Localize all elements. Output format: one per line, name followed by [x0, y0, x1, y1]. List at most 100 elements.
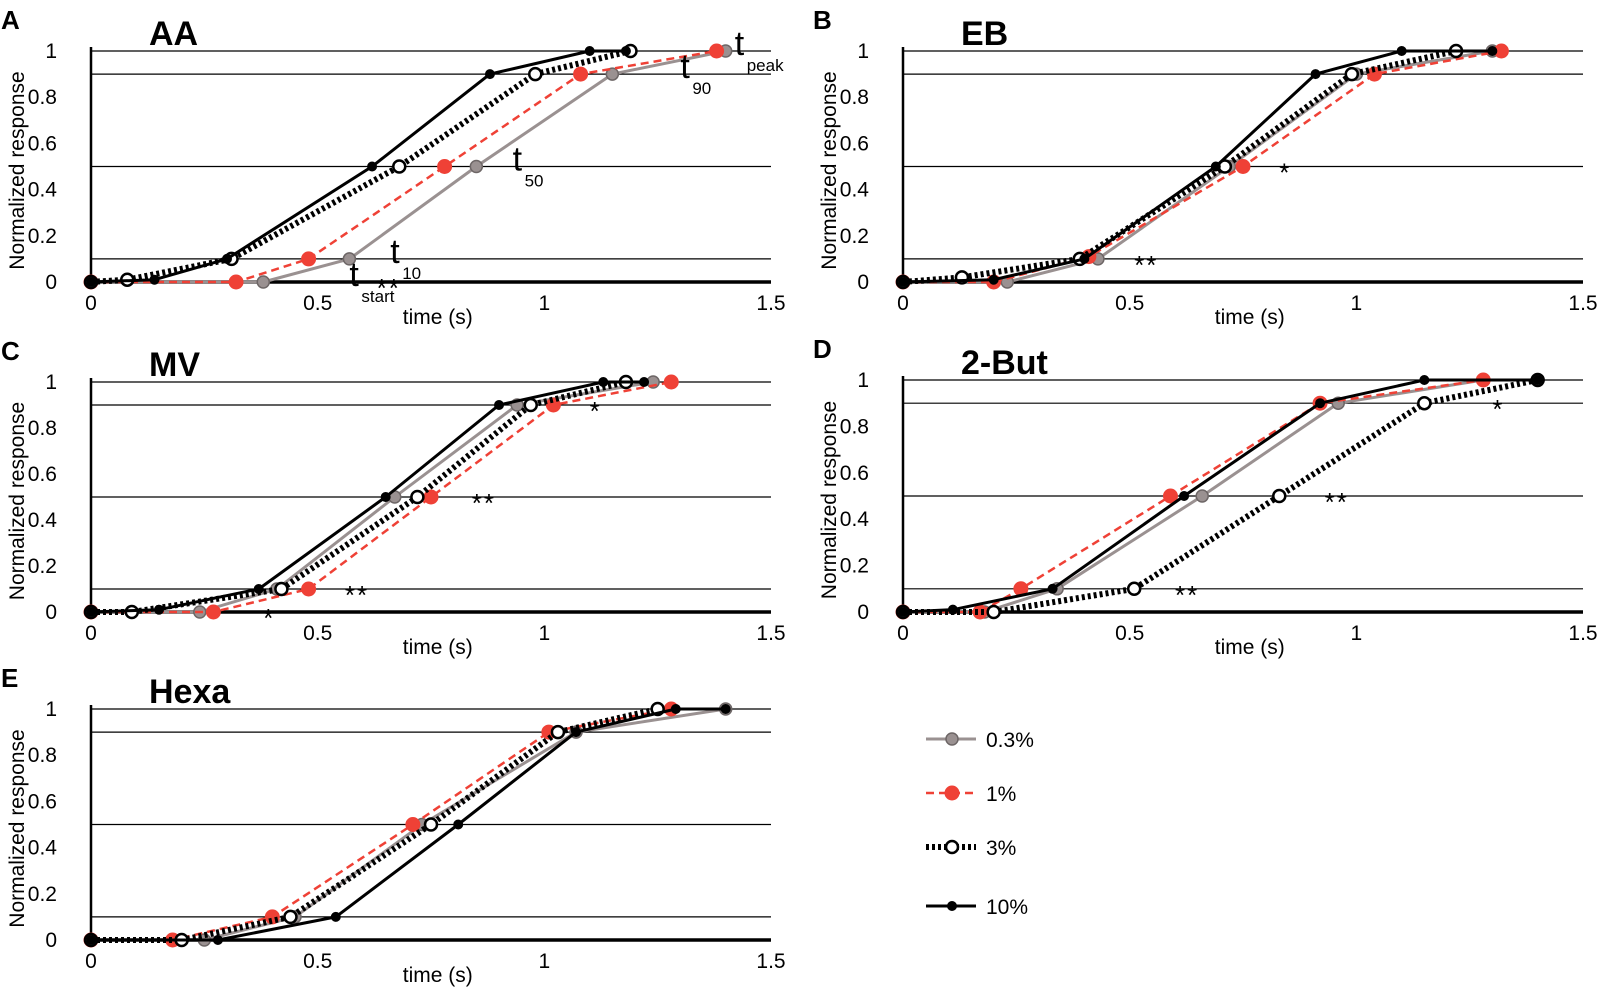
data-point: [86, 607, 96, 617]
data-point: [405, 817, 421, 832]
data-point: [605, 67, 620, 81]
x-tick-label: 0: [897, 622, 909, 645]
data-point: [986, 604, 1001, 620]
y-tick-label: 0.4: [28, 179, 58, 202]
x-axis-label: time (s): [1215, 636, 1285, 659]
data-point: [494, 400, 504, 410]
significance-mark: *: [590, 396, 602, 426]
annotation-subscript: peak: [747, 56, 784, 75]
x-axis-label: time (s): [403, 306, 473, 329]
y-tick-label: 1: [857, 369, 869, 392]
significance-mark: **: [472, 488, 496, 518]
data-point: [598, 377, 609, 387]
legend-item-10pct: 10%: [926, 896, 1028, 919]
data-point: [342, 252, 357, 266]
y-tick-label: 1: [45, 40, 57, 63]
significance-mark: **: [345, 580, 369, 610]
data-point: [154, 604, 164, 615]
y-tick-label: 0.6: [28, 463, 57, 486]
data-point: [1532, 375, 1543, 385]
y-tick-label: 0.2: [28, 883, 57, 906]
data-point: [1179, 491, 1190, 501]
data-point: [437, 159, 453, 174]
series-10pct: [898, 46, 1498, 287]
x-axis-label: time (s): [1215, 306, 1285, 329]
data-point: [898, 607, 908, 617]
legend-label: 10%: [986, 896, 1028, 919]
panel-letter: B: [813, 5, 832, 35]
data-point: [639, 377, 650, 387]
panel-d: 0 0.5 1 1.5 0 0.2 0.4 0.6 0.8 1 time (s) Normalized…: [813, 334, 1598, 659]
y-tick-label: 0.8: [840, 86, 869, 109]
panel-b: 0 0.5 1 1.5 0 0.2 0.4 0.6 0.8 1 time (s) Normalized…: [813, 5, 1598, 329]
data-point: [205, 604, 221, 620]
panel-letter: C: [1, 336, 20, 366]
y-tick-label: 1: [857, 40, 869, 63]
data-point: [149, 274, 160, 285]
legend-item-3pct: 3%: [926, 837, 1016, 860]
x-tick-label: 1.5: [1568, 292, 1597, 315]
x-tick-label: 1.5: [756, 622, 785, 645]
annotation-subscript: 10: [402, 264, 421, 283]
data-point: [330, 911, 341, 922]
y-axis-label: Normalized response: [818, 71, 841, 269]
panel-letter: D: [813, 334, 832, 364]
significance-mark: **: [1175, 580, 1199, 610]
y-tick-label: 0: [45, 601, 57, 624]
data-point: [484, 69, 495, 80]
data-point: [1162, 488, 1178, 504]
y-tick-label: 0: [857, 601, 869, 624]
series-line: [91, 379, 627, 615]
series-line: [91, 380, 672, 614]
data-point: [1235, 159, 1251, 174]
data-point: [283, 909, 298, 925]
y-tick-label: 0.2: [28, 225, 57, 248]
panel-title: Hexa: [149, 673, 231, 711]
significance-mark: **: [377, 273, 401, 303]
x-tick-label: 1: [1350, 292, 1362, 315]
x-axis-label: time (s): [403, 964, 473, 987]
legend-label: 3%: [986, 837, 1016, 860]
data-point: [947, 604, 958, 615]
y-tick-label: 0.8: [28, 744, 57, 767]
y-tick-label: 0.6: [840, 462, 869, 485]
legend-marker: [944, 785, 960, 801]
significance-mark: *: [1492, 394, 1504, 424]
y-tick-label: 0.4: [840, 508, 870, 531]
annotation-main: t: [390, 233, 400, 271]
x-tick-label: 1: [538, 622, 550, 645]
panel-letter: E: [1, 663, 18, 693]
data-point: [228, 274, 244, 290]
panel-title: EB: [961, 15, 1008, 53]
legend-marker: [947, 901, 957, 911]
data-point: [1417, 395, 1432, 411]
data-point: [898, 277, 908, 287]
data-point: [550, 724, 566, 740]
panel-title: AA: [149, 15, 198, 53]
data-point: [222, 253, 232, 264]
data-point: [86, 277, 96, 287]
x-tick-label: 0.5: [303, 292, 332, 315]
panel-e: 0 0.5 1 1.5 0 0.2 0.4 0.6 0.8 1 time (s) Normalized…: [1, 663, 786, 987]
y-tick-label: 0.8: [840, 415, 869, 438]
data-point: [380, 492, 391, 502]
data-point: [367, 161, 378, 172]
data-point: [620, 46, 631, 56]
y-axis-label: Normalized response: [6, 71, 29, 269]
data-point: [1366, 66, 1382, 82]
data-point: [410, 489, 425, 505]
legend-label: 1%: [986, 783, 1016, 806]
y-tick-label: 0: [857, 271, 869, 294]
x-axis-label: time (s): [403, 636, 473, 659]
data-point: [423, 817, 439, 832]
series-10pct: [898, 375, 1543, 617]
y-tick-label: 1: [45, 371, 57, 394]
panel-title: MV: [149, 346, 200, 384]
x-tick-label: 0.5: [1115, 622, 1144, 645]
data-point: [392, 159, 407, 174]
data-point: [573, 66, 589, 82]
data-point: [1126, 581, 1142, 597]
y-tick-label: 0.2: [840, 225, 869, 248]
x-tick-label: 1.5: [1568, 622, 1597, 645]
x-tick-label: 0.5: [1115, 292, 1144, 315]
